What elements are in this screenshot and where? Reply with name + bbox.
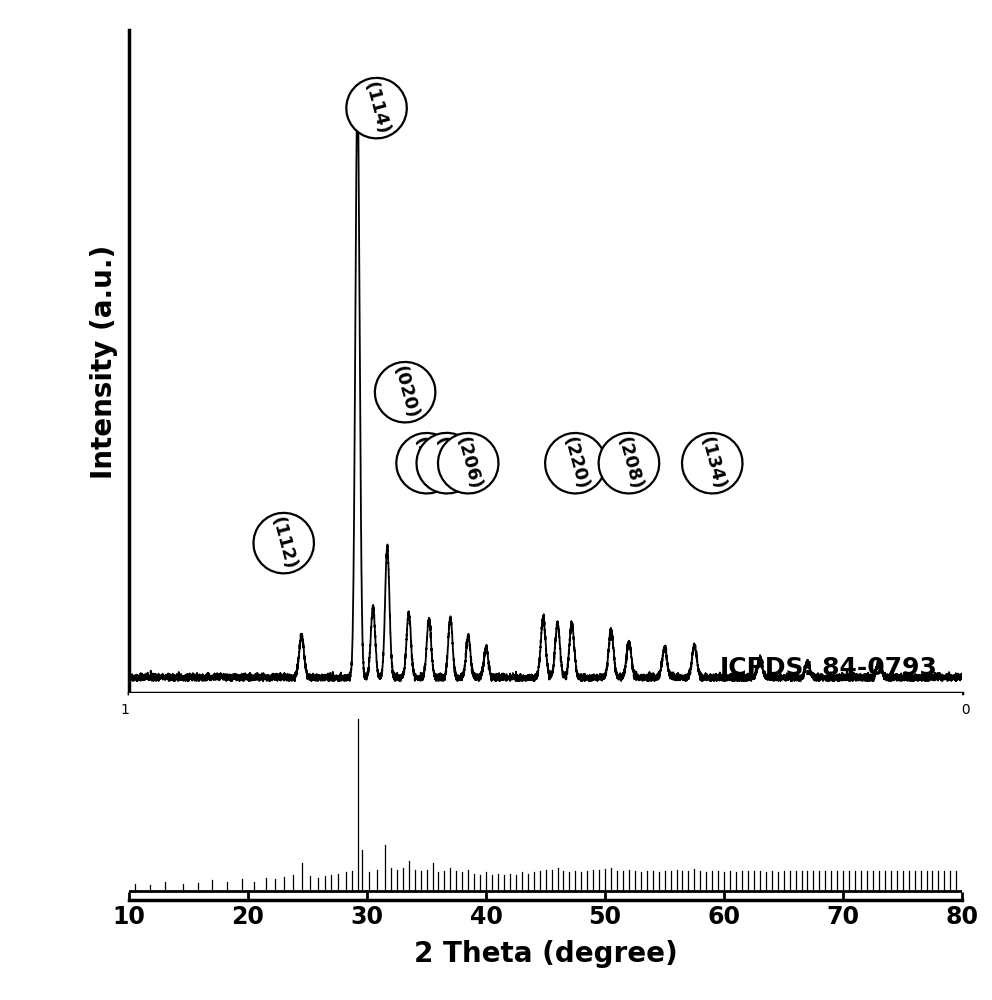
Text: (114): (114) xyxy=(361,80,392,137)
Text: (112): (112) xyxy=(268,515,300,572)
Text: (220): (220) xyxy=(559,435,591,492)
Y-axis label: Intensity (a.u.): Intensity (a.u.) xyxy=(90,244,118,479)
X-axis label: 2 Theta (degree): 2 Theta (degree) xyxy=(414,940,678,968)
Text: (134): (134) xyxy=(696,435,728,492)
Text: (206): (206) xyxy=(452,435,484,492)
Text: (211): (211) xyxy=(411,435,442,492)
Text: JCPDS: 84-0793: JCPDS: 84-0793 xyxy=(719,656,937,680)
Text: (008): (008) xyxy=(432,435,462,492)
Text: (020): (020) xyxy=(390,364,421,421)
Text: (208): (208) xyxy=(613,435,645,492)
